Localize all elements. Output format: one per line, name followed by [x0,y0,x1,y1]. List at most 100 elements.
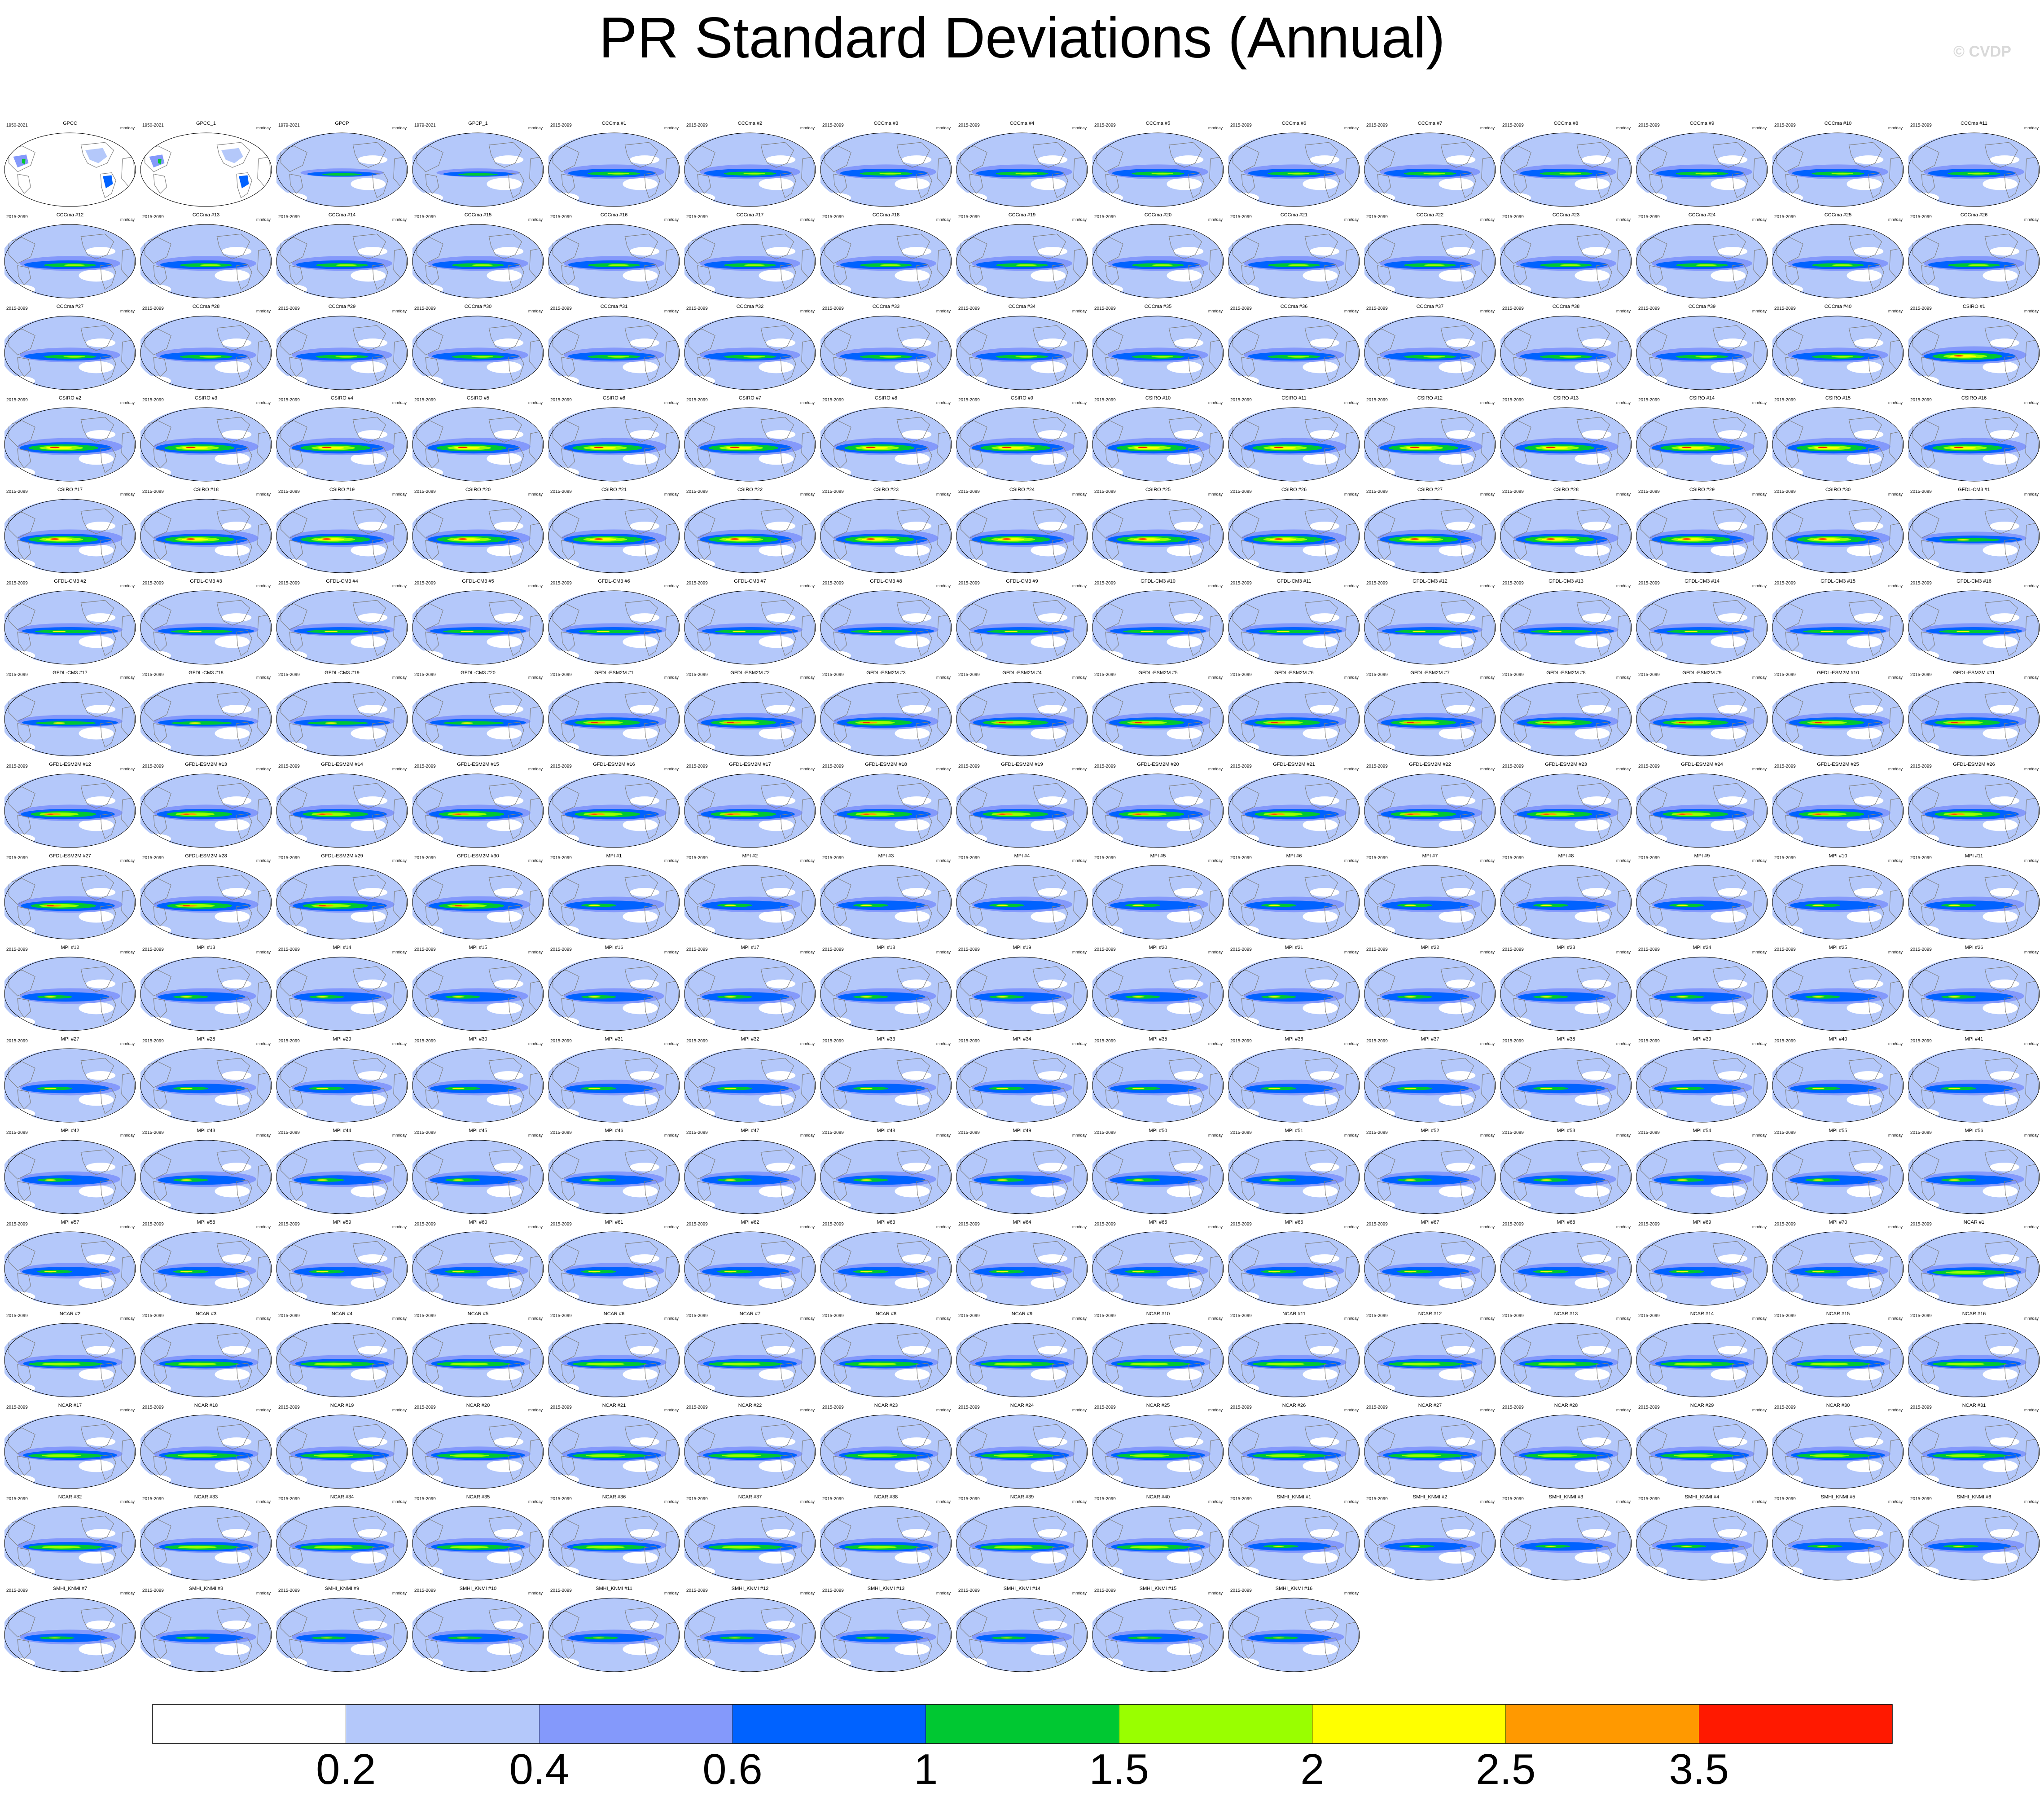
panel-years: 2015-2099 [1774,215,1796,220]
map-panel: 2015-2099 CCCma #28 mm/day [136,304,272,390]
panel-years: 2015-2099 [1638,123,1660,128]
panel-title: CCCma #1 [602,121,626,126]
globe-outline [1500,132,1632,207]
panel-title: CCCma #3 [874,121,898,126]
globe-outline [1228,316,1360,390]
colorbar-segment [346,1704,540,1744]
precip-band [1831,264,1854,266]
panel-title: CCCma #9 [1690,121,1714,126]
precip-band [1423,264,1446,266]
coastline [1596,356,1612,382]
panel-years: 2015-2099 [278,215,300,220]
globe-outline [684,224,816,299]
coastline [236,264,252,290]
precip-band [1151,356,1174,358]
coastline [352,142,386,168]
coastline [488,325,522,351]
coastline [216,233,250,259]
coastline [1732,264,1748,290]
precip-band [63,264,86,266]
panel-units: mm/day [392,126,407,130]
coastline [561,173,575,194]
globe-outline [140,224,272,299]
coastline [1576,325,1610,351]
map-panel: 2015-2099 CCCma #26 mm/day [1904,212,2040,299]
globe-outline [1908,132,2040,207]
globe-outline [276,132,408,207]
panel-units: mm/day [1344,217,1359,222]
coastline [281,329,307,356]
coastline [2004,356,2020,382]
globe-outline [1092,132,1224,207]
globe-outline [1772,132,1904,207]
coastline [1460,264,1476,290]
globe-outline [1364,224,1496,299]
colorbar-segment [1312,1704,1506,1744]
map-panel: 2015-2099 CCCma #1 mm/day [544,121,680,207]
precip-band [743,356,766,358]
panel-units: mm/day [1344,126,1359,130]
precip-band [1559,172,1582,175]
coastline [1785,265,1799,285]
coastline [896,233,930,259]
coastline [1097,237,1123,264]
panel-years: 2015-2099 [1230,123,1252,128]
coastline [1440,142,1474,168]
precip-band [1287,264,1310,266]
map-panel: 2015-2099 CCCma #38 mm/day [1496,304,1632,390]
coastline [1233,329,1259,356]
coastline [689,237,715,264]
panel-years: 2015-2099 [414,215,436,220]
panel-units: mm/day [664,217,679,222]
map-panel: 2015-2099 CCCma #17 mm/day [680,212,816,299]
coastline [488,142,522,168]
coastline [289,265,303,285]
coastline [780,356,796,382]
panel-title: CCCma #20 [1145,212,1172,218]
panel-years: 2015-2099 [958,215,980,220]
colorbar-tick-label: 2.5 [1476,1745,1535,1793]
coastline [1233,145,1259,172]
coastline [1712,142,1746,168]
map-panel: 2015-2099 CCCma #3 mm/day [816,121,952,207]
panel-units: mm/day [1616,126,1631,130]
coastline [961,329,987,356]
coastline [1712,325,1746,351]
panel-title: CCCma #6 [1282,121,1306,126]
colorbar-segment [152,1704,346,1744]
coastline [833,356,847,377]
panel-title: CSIRO #1 [1963,304,1985,309]
panel-units: mm/day [2024,309,2039,313]
panel-years: 1950-2021 [142,123,164,128]
precip-band [1015,172,1038,175]
panel-units: mm/day [936,217,951,222]
coastline [1168,233,1202,259]
coastline [145,237,171,264]
colorbar-segment [1699,1704,1893,1744]
panel-title: GPCP_1 [468,121,487,126]
globe-outline [276,316,408,390]
map-panel: 2015-2099 CCCma #14 mm/day [272,212,408,299]
coastline [1504,237,1531,264]
panel-units: mm/day [120,309,135,313]
coastline [372,264,388,290]
panel-title: CCCma #26 [1961,212,1988,218]
coastline [1052,356,1068,382]
coastline [1324,172,1340,198]
globe-outline [1636,224,1768,299]
globe-outline [4,224,136,299]
coastline [1324,356,1340,382]
coastline [1377,173,1391,194]
coastline [1513,173,1527,194]
panel-title: CCCma #21 [1281,212,1308,218]
coastline [697,356,711,377]
panel-units: mm/day [1208,217,1223,222]
globe-outline [956,132,1088,207]
panel-title: CCCma #37 [1417,304,1444,309]
coastline [624,233,658,259]
globe-outline [548,316,680,390]
coastline [289,356,303,377]
coastline [1576,233,1610,259]
